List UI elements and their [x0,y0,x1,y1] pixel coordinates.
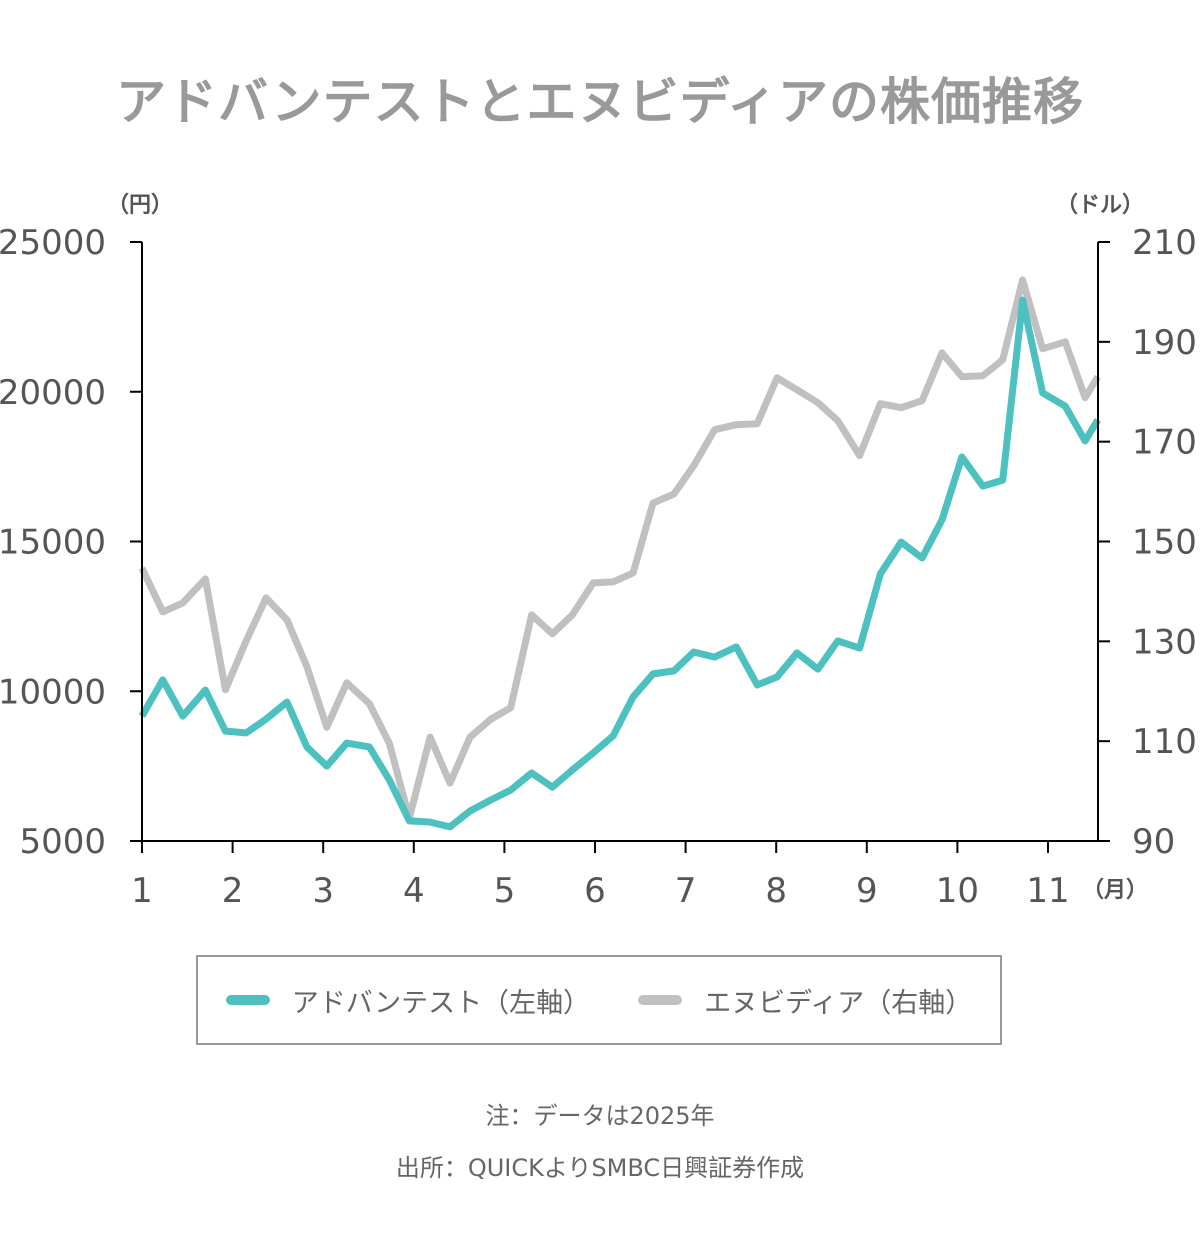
series-line-advantest [138,296,1101,831]
right-tick-label: 190 [1132,323,1197,363]
x-tick-label: 8 [765,871,787,911]
x-tick-label: 6 [584,871,606,911]
left-axis-unit: （円） [107,193,173,218]
legend-swatch-nvidia [638,995,683,1005]
legend-label-nvidia: エヌビディア（右軸） [704,987,973,1019]
right-tick-label: 130 [1132,622,1197,662]
right-tick-label: 150 [1132,523,1197,563]
x-tick-label: 11 [1026,871,1069,911]
note-text: 注：データは2025年 [485,1102,715,1130]
x-tick-label: 5 [494,871,516,911]
right-tick-label: 110 [1132,722,1197,762]
x-tick-label: 1 [131,871,153,911]
left-tick-label: 20000 [0,373,106,413]
x-tick-label: 9 [856,871,878,911]
right-tick-label: 170 [1132,423,1197,463]
right-tick-label: 210 [1132,223,1197,263]
source-text: 出所：QUICKよりSMBC日興証券作成 [395,1154,805,1182]
left-tick-label: 15000 [0,523,106,563]
x-tick-label: 2 [222,871,244,911]
legend-item-nvidia: エヌビディア（右軸） [638,981,972,1020]
x-tick-label: 10 [936,871,979,911]
legend-label-advantest: アドバンテスト（左軸） [291,987,591,1019]
left-tick-label: 5000 [19,822,106,862]
x-axis-unit: （月） [1082,878,1148,903]
x-tick-label: 3 [312,871,334,911]
right-axis-unit: （ドル） [1056,193,1144,218]
legend-swatch-advantest [225,995,270,1005]
chart-title: アドバンテストとエヌビディアの株価推移 [116,73,1084,131]
series-line-nvidia [138,276,1101,822]
x-tick-label: 4 [403,871,425,911]
legend: アドバンテスト（左軸） エヌビディア（右軸） [196,955,1002,1045]
x-tick-label: 7 [675,871,697,911]
left-tick-label: 10000 [0,672,106,712]
left-tick-label: 25000 [0,223,106,263]
chart-plot: 5000100001500020000250009011013015017019… [0,193,1197,911]
legend-item-advantest: アドバンテスト（左軸） [225,981,591,1020]
right-tick-label: 90 [1132,822,1175,862]
